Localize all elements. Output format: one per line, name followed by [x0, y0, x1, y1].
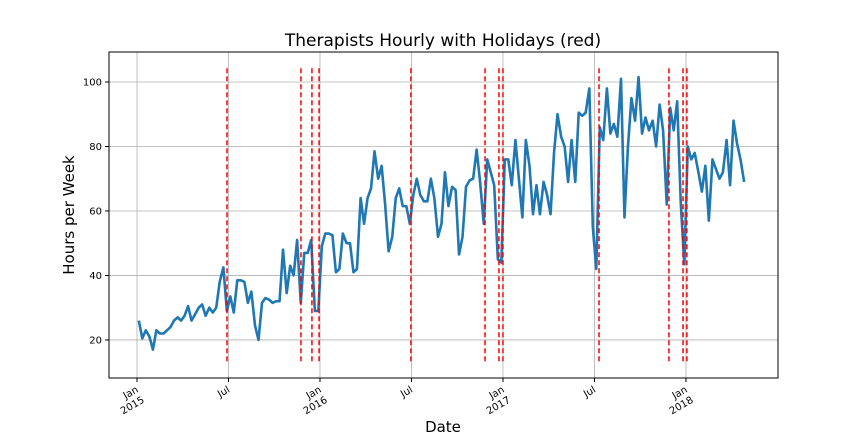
x-tick-label: Jan2016 [296, 385, 330, 418]
chart-title: Therapists Hourly with Holidays (red) [284, 31, 601, 51]
y-tick-label: 60 [89, 206, 102, 217]
data-line [137, 75, 746, 351]
y-tick-label: 100 [83, 77, 102, 88]
x-axis-label: Date [425, 418, 461, 432]
x-tick-label: Jul [581, 385, 598, 401]
x-tick-label: Jul [398, 385, 415, 401]
y-tick-label: 80 [89, 142, 102, 153]
x-tick-label: Jul [215, 385, 232, 401]
y-tick-label: 40 [89, 271, 102, 282]
plot-frame [108, 51, 779, 379]
x-tick-label: Jan2018 [662, 385, 696, 418]
x-tick-label: Jan2017 [479, 385, 513, 418]
x-tick-label: Jan2015 [113, 385, 147, 418]
y-axis-label: Hours per Week [60, 155, 78, 275]
y-tick-label: 20 [89, 335, 102, 346]
